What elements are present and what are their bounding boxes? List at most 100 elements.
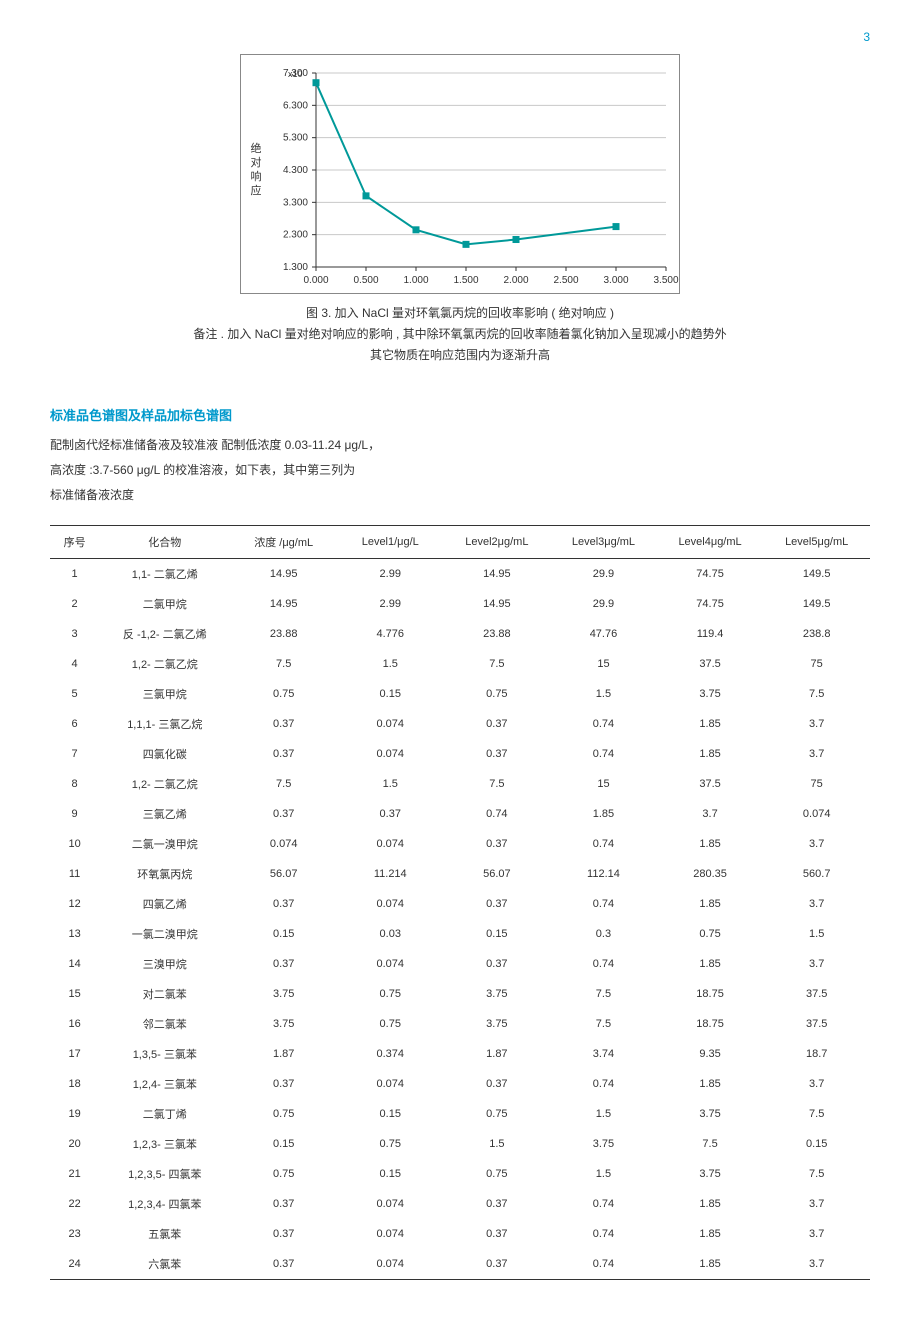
table-cell: 1.5 (763, 919, 870, 949)
table-cell: 0.37 (337, 799, 444, 829)
table-cell: 16 (50, 1009, 99, 1039)
table-row: 13一氯二溴甲烷0.150.030.150.30.751.5 (50, 919, 870, 949)
table-row: 10二氯一溴甲烷0.0740.0740.370.741.853.7 (50, 829, 870, 859)
svg-text:1.000: 1.000 (403, 275, 428, 286)
table-cell: 1.5 (550, 679, 657, 709)
table-cell: 5 (50, 679, 99, 709)
table-cell: 29.9 (550, 558, 657, 589)
table-row: 211,2,3,5- 四氯苯0.750.150.751.53.757.5 (50, 1159, 870, 1189)
table-cell: 0.75 (230, 1159, 337, 1189)
svg-text:2.000: 2.000 (503, 275, 528, 286)
table-cell: 0.75 (230, 1099, 337, 1129)
table-cell: 邻二氯苯 (99, 1009, 230, 1039)
table-row: 15对二氯苯3.750.753.757.518.7537.5 (50, 979, 870, 1009)
body-text-1: 配制卤代烃标准储备液及较准液 配制低浓度 0.03-11.24 μg/L， (50, 434, 870, 457)
table-cell: 14.95 (230, 558, 337, 589)
table-cell: 反 -1,2- 二氯乙烯 (99, 619, 230, 649)
table-cell: 二氯甲烷 (99, 589, 230, 619)
table-cell: 6 (50, 709, 99, 739)
table-row: 81,2- 二氯乙烷7.51.57.51537.575 (50, 769, 870, 799)
table-cell: 0.074 (337, 1249, 444, 1280)
table-row: 181,2,4- 三氯苯0.370.0740.370.741.853.7 (50, 1069, 870, 1099)
table-cell: 1.5 (337, 649, 444, 679)
table-col-header: Level1/μg/L (337, 525, 444, 558)
table-cell: 0.074 (337, 1189, 444, 1219)
table-cell: 1,2- 二氯乙烷 (99, 649, 230, 679)
table-cell: 1.85 (657, 949, 764, 979)
table-cell: 14.95 (444, 558, 551, 589)
table-cell: 0.15 (444, 919, 551, 949)
table-cell: 1,2,3,4- 四氯苯 (99, 1189, 230, 1219)
table-cell: 18.75 (657, 1009, 764, 1039)
table-cell: 12 (50, 889, 99, 919)
table-cell: 3.75 (657, 1099, 764, 1129)
table-row: 9三氯乙烯0.370.370.741.853.70.074 (50, 799, 870, 829)
table-cell: 3.7 (763, 889, 870, 919)
table-cell: 0.75 (444, 1099, 551, 1129)
table-cell: 0.74 (550, 1219, 657, 1249)
svg-text:1.300: 1.300 (283, 262, 308, 273)
table-cell: 对二氯苯 (99, 979, 230, 1009)
table-cell: 2 (50, 589, 99, 619)
table-cell: 0.15 (230, 919, 337, 949)
table-col-header: Level5μg/mL (763, 525, 870, 558)
table-cell: 1 (50, 558, 99, 589)
table-row: 3反 -1,2- 二氯乙烯23.884.77623.8847.76119.423… (50, 619, 870, 649)
table-cell: 0.74 (550, 709, 657, 739)
table-col-header: 序号 (50, 525, 99, 558)
svg-text:绝: 绝 (251, 141, 262, 155)
table-cell: 4.776 (337, 619, 444, 649)
table-row: 11,1- 二氯乙烯14.952.9914.9529.974.75149.5 (50, 558, 870, 589)
table-cell: 7.5 (763, 1159, 870, 1189)
table-cell: 0.74 (550, 1189, 657, 1219)
table-cell: 0.15 (337, 1159, 444, 1189)
table-cell: 二氯一溴甲烷 (99, 829, 230, 859)
table-cell: 1,3,5- 三氯苯 (99, 1039, 230, 1069)
table-cell: 3.7 (763, 1219, 870, 1249)
table-cell: 15 (550, 769, 657, 799)
table-cell: 7.5 (657, 1129, 764, 1159)
table-row: 19二氯丁烯0.750.150.751.53.757.5 (50, 1099, 870, 1129)
nacl-response-chart: 1.3002.3003.3004.3005.3006.3007.3000.000… (240, 54, 680, 294)
svg-text:3.300: 3.300 (283, 197, 308, 208)
table-cell: 560.7 (763, 859, 870, 889)
svg-text:x10: x10 (288, 69, 303, 79)
table-cell: 8 (50, 769, 99, 799)
table-cell: 37.5 (657, 769, 764, 799)
table-cell: 3.7 (657, 799, 764, 829)
table-cell: 0.37 (230, 1189, 337, 1219)
table-cell: 3.7 (763, 709, 870, 739)
table-cell: 14.95 (230, 589, 337, 619)
svg-text:对: 对 (251, 155, 262, 169)
table-cell: 0.75 (444, 1159, 551, 1189)
table-cell: 0.074 (337, 709, 444, 739)
table-cell: 1.85 (657, 739, 764, 769)
table-cell: 0.37 (230, 739, 337, 769)
table-cell: 0.75 (444, 679, 551, 709)
table-col-header: Level4μg/mL (657, 525, 764, 558)
table-row: 171,3,5- 三氯苯1.870.3741.873.749.3518.7 (50, 1039, 870, 1069)
table-cell: 0.74 (444, 799, 551, 829)
table-cell: 75 (763, 649, 870, 679)
table-cell: 75 (763, 769, 870, 799)
table-cell: 3.74 (550, 1039, 657, 1069)
table-cell: 0.3 (550, 919, 657, 949)
table-cell: 7.5 (550, 1009, 657, 1039)
table-cell: 3.75 (230, 979, 337, 1009)
table-cell: 15 (550, 649, 657, 679)
table-cell: 1,2,4- 三氯苯 (99, 1069, 230, 1099)
table-cell: 1.85 (550, 799, 657, 829)
table-cell: 7 (50, 739, 99, 769)
table-cell: 23 (50, 1219, 99, 1249)
svg-text:5.300: 5.300 (283, 133, 308, 144)
table-cell: 56.07 (230, 859, 337, 889)
table-cell: 六氯苯 (99, 1249, 230, 1280)
table-cell: 7.5 (763, 679, 870, 709)
table-cell: 0.37 (230, 949, 337, 979)
table-cell: 23.88 (444, 619, 551, 649)
table-cell: 74.75 (657, 589, 764, 619)
table-cell: 0.37 (444, 1219, 551, 1249)
table-cell: 0.37 (444, 829, 551, 859)
table-col-header: 化合物 (99, 525, 230, 558)
table-cell: 3 (50, 619, 99, 649)
